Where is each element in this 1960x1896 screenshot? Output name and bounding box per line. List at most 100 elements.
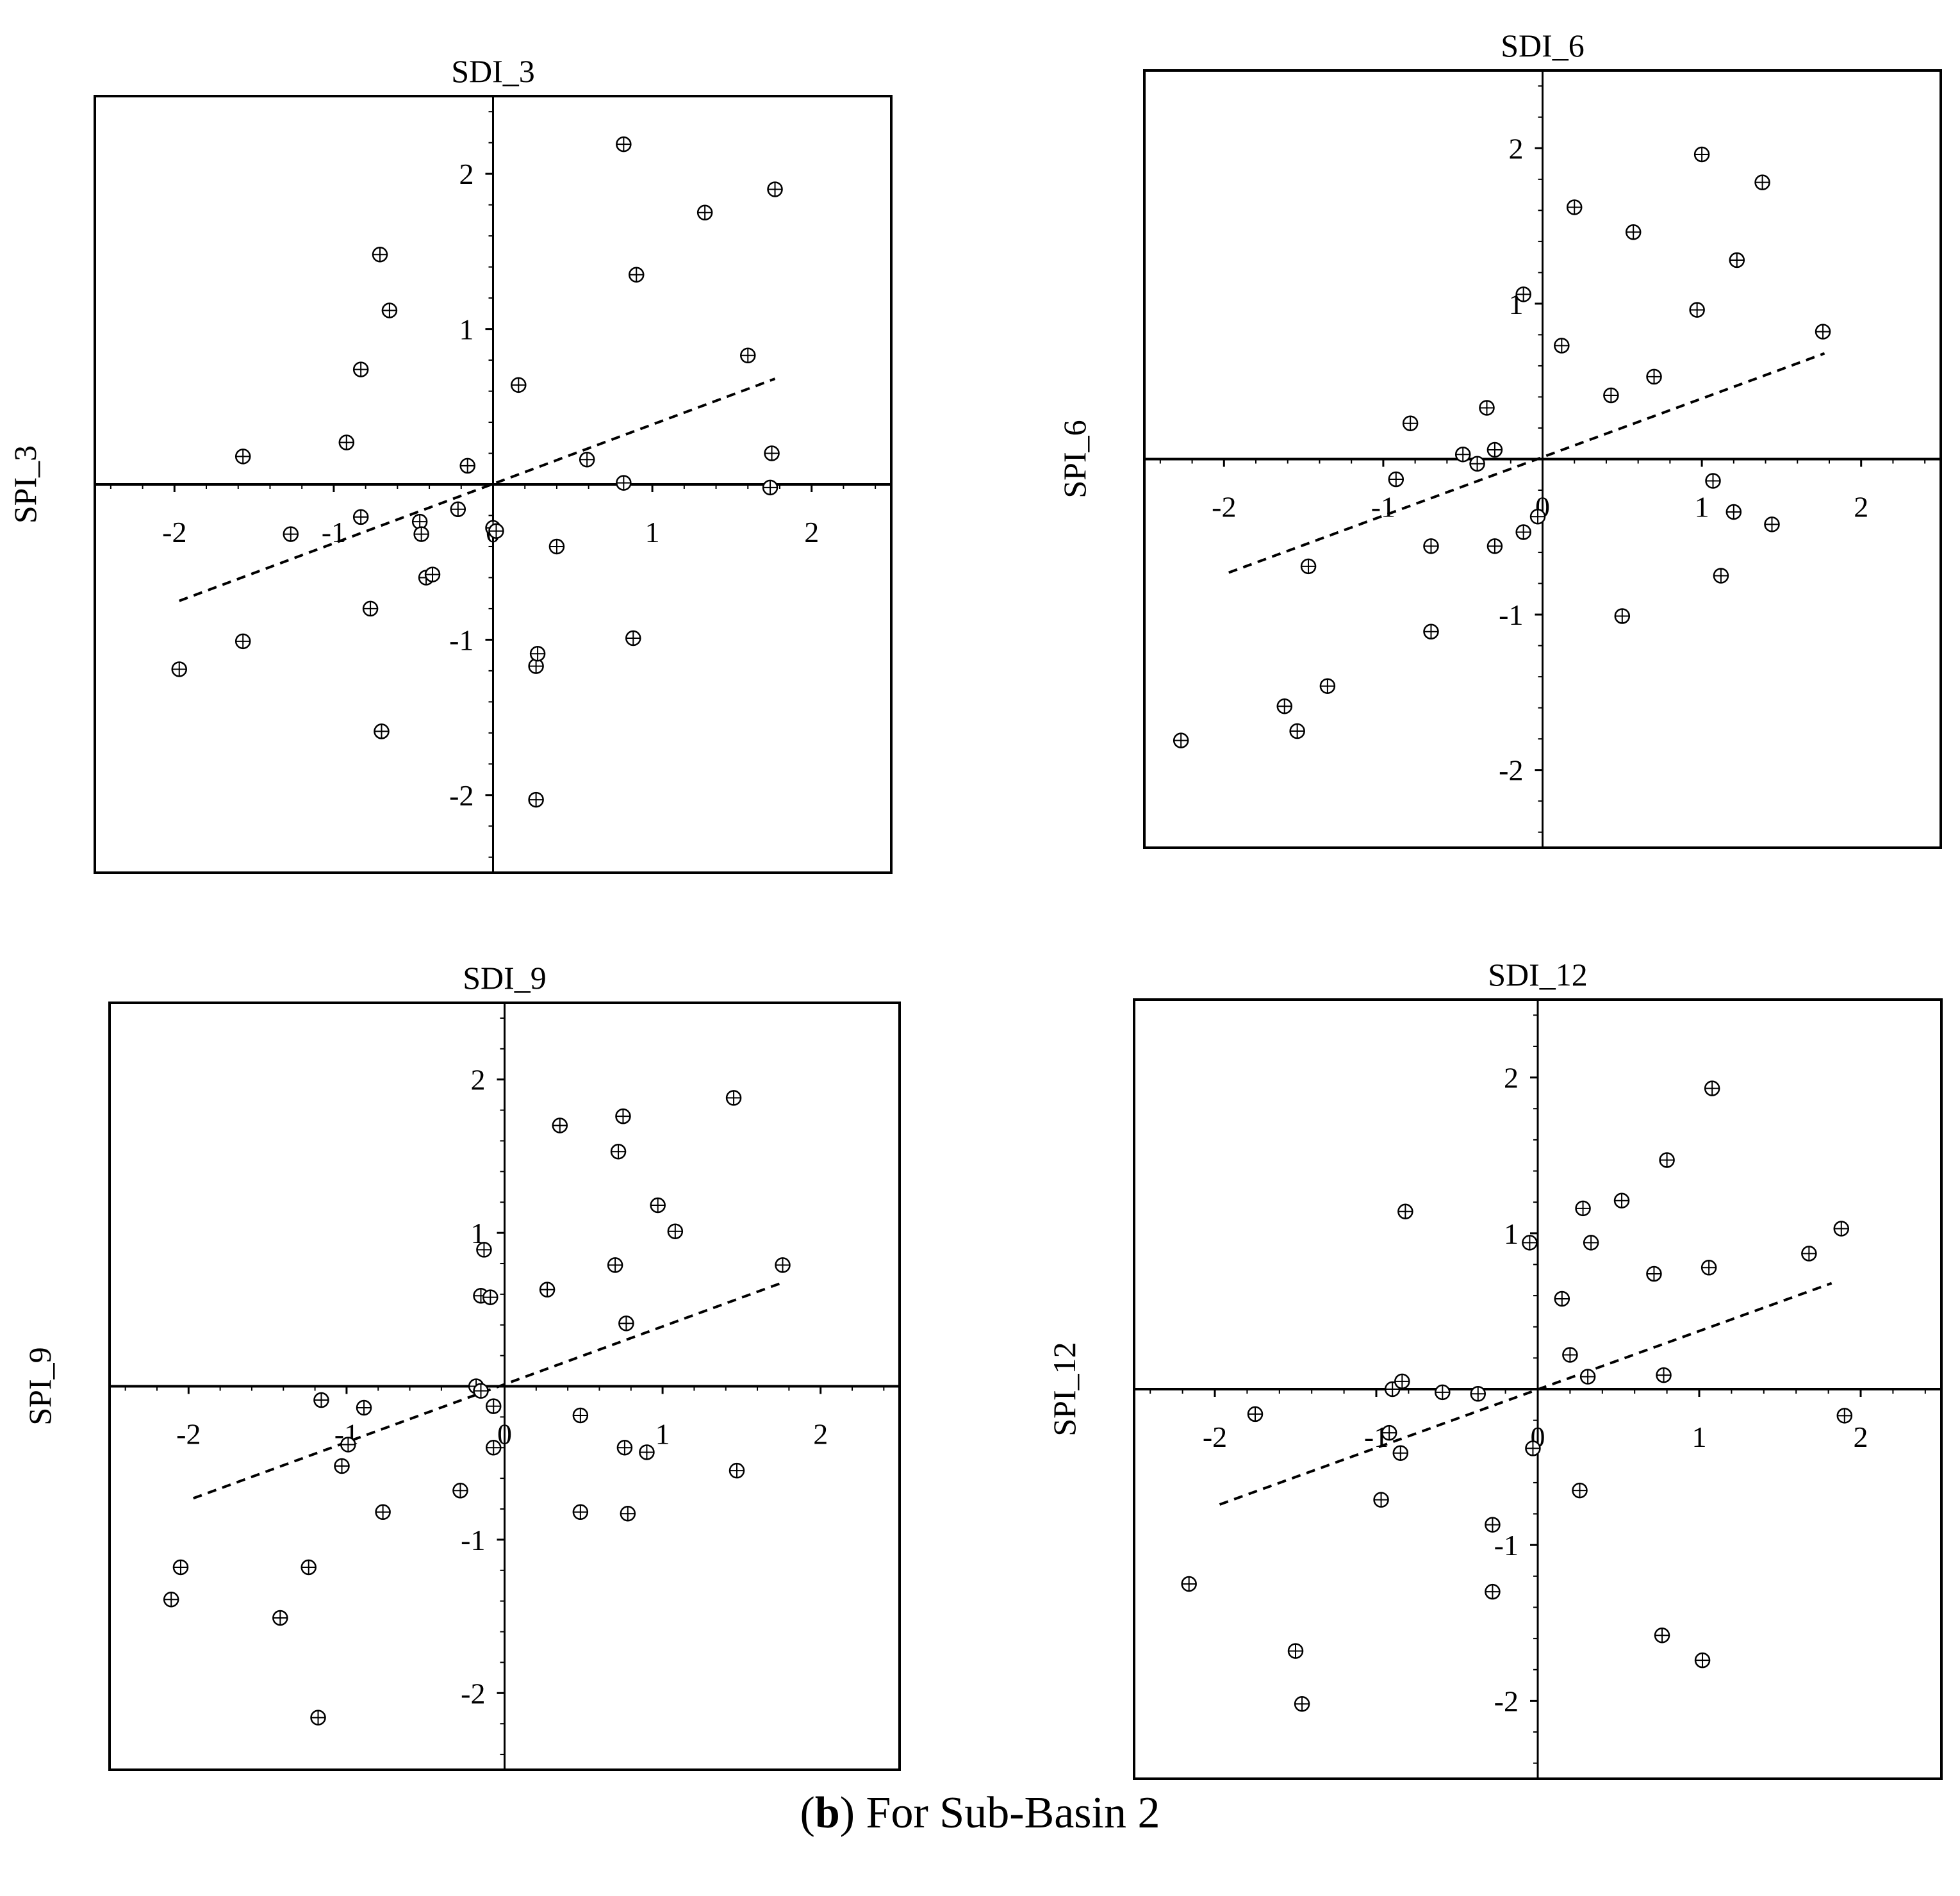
data-point [1373, 1492, 1389, 1508]
y-axis-label: SPI_6 [1057, 420, 1092, 498]
data-point [352, 361, 369, 377]
x-tick-label: -1 [322, 516, 346, 548]
data-point [1659, 1152, 1675, 1168]
data-point [1300, 558, 1317, 575]
data-point [1625, 224, 1642, 240]
data-point [740, 347, 756, 364]
data-point [362, 600, 379, 617]
data-point [1423, 538, 1439, 554]
data-point [725, 1090, 742, 1106]
data-point [572, 1504, 589, 1521]
data-point [1713, 568, 1729, 584]
data-point [485, 1398, 502, 1414]
y-tick-label: 2 [1509, 132, 1524, 165]
data-point [548, 538, 565, 555]
data-point [1289, 723, 1305, 739]
chart-title: SDI_3 [451, 53, 535, 89]
data-point [1613, 1192, 1630, 1208]
data-point [762, 479, 778, 496]
data-point [1515, 524, 1531, 540]
data-point [374, 723, 390, 739]
data-point [628, 267, 645, 283]
y-tick-label: 1 [1504, 1217, 1519, 1250]
chart-title: SDI_9 [463, 960, 547, 996]
data-point [1693, 146, 1710, 163]
trend-line [179, 377, 776, 602]
data-point [310, 1710, 326, 1726]
data-point [272, 1610, 288, 1626]
data-point [607, 1257, 623, 1273]
data-point [1836, 1408, 1853, 1424]
data-point [1247, 1406, 1264, 1422]
data-point [1454, 446, 1471, 463]
data-point [1562, 1347, 1578, 1363]
data-point [171, 661, 188, 677]
caption-text: ) For Sub-Basin 2 [839, 1788, 1160, 1838]
data-point [356, 1399, 372, 1416]
y-tick-label: 1 [471, 1217, 486, 1249]
data-point [163, 1592, 179, 1608]
x-tick-label: 2 [1854, 491, 1868, 523]
data-point [1694, 1652, 1711, 1669]
x-tick-label: -2 [176, 1418, 201, 1451]
data-point [618, 1315, 634, 1331]
data-point [1479, 400, 1495, 416]
caption-bold-letter: b [814, 1788, 840, 1838]
data-point [235, 449, 251, 465]
data-point [1646, 1265, 1662, 1282]
data-point [1173, 732, 1189, 748]
data-point [1754, 174, 1770, 190]
data-point [424, 566, 441, 582]
data-point [767, 181, 783, 197]
y-tick-label: -1 [1494, 1529, 1519, 1562]
data-point [482, 1289, 498, 1305]
data-point [1614, 608, 1631, 624]
y-tick-label: -2 [1494, 1685, 1519, 1717]
data-point [1646, 368, 1662, 385]
data-point [1572, 1482, 1588, 1499]
data-point [650, 1197, 666, 1214]
data-point [381, 302, 398, 318]
x-tick-label: 1 [1692, 1421, 1707, 1453]
data-point [1287, 1643, 1304, 1659]
data-point [616, 1440, 633, 1456]
data-point [696, 204, 713, 221]
data-point [539, 1282, 556, 1298]
x-tick-label: 1 [1695, 491, 1709, 523]
data-point [615, 1108, 631, 1125]
y-tick-label: -2 [449, 779, 474, 812]
data-point [301, 1559, 317, 1576]
data-point [1603, 387, 1619, 404]
data-point [488, 523, 504, 539]
y-tick-label: 2 [471, 1064, 486, 1096]
y-tick-label: 2 [1504, 1062, 1519, 1094]
data-point [1381, 1424, 1397, 1441]
data-point [1485, 1583, 1501, 1600]
data-point [1689, 302, 1705, 318]
data-point [172, 1559, 189, 1576]
data-point [1725, 504, 1742, 520]
trend-line [1228, 352, 1825, 574]
x-tick-label: 1 [645, 516, 660, 548]
data-point [1470, 1386, 1486, 1402]
data-point [476, 1242, 492, 1258]
data-point [1515, 286, 1531, 302]
data-point [552, 1117, 568, 1133]
data-point [1522, 1235, 1538, 1251]
data-point [1388, 471, 1404, 488]
x-tick-label: -2 [162, 516, 186, 548]
data-point [1654, 1628, 1670, 1644]
data-point [1394, 1373, 1410, 1390]
y-axis-label: SPI_3 [7, 445, 43, 523]
data-point [1705, 473, 1721, 489]
data-point [1276, 698, 1293, 714]
data-point [1392, 1445, 1409, 1461]
data-point [450, 501, 466, 518]
data-point [729, 1462, 745, 1479]
data-point [667, 1223, 684, 1239]
data-point [1554, 338, 1570, 354]
